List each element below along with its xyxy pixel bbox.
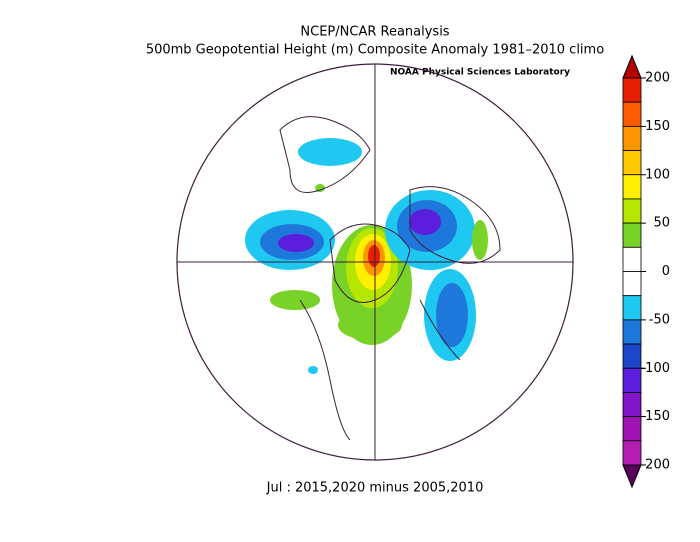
colorbar-box: [622, 125, 642, 151]
colorbar-box: [622, 198, 642, 224]
colorbar-box: [622, 174, 642, 200]
colorbar-box: [622, 101, 642, 127]
subtitle: 500mb Geopotential Height (m) Composite …: [146, 43, 604, 58]
colorbar-box: [622, 440, 642, 466]
coastlines: [279, 116, 501, 441]
title: NCEP/NCAR Reanalysis: [300, 25, 449, 40]
colorbar-box: [622, 271, 642, 297]
colorbar-tick-label: 100: [645, 167, 670, 182]
anomaly-field: [245, 138, 488, 374]
footer: Jul : 2015,2020 minus 2005,2010: [266, 481, 484, 496]
colorbar-box: [622, 222, 642, 248]
colorbar-box: [622, 295, 642, 321]
colorbar-arrow: [622, 54, 642, 79]
colorbar-tick-label: -50: [649, 312, 670, 327]
colorbar-box: [622, 150, 642, 176]
colorbar-box: [622, 367, 642, 393]
colorbar-tick-label: 0: [662, 264, 670, 279]
colorbar-tick-label: -150: [640, 409, 670, 424]
colorbar: 200 150 100 50 0 -50 -100 -150 -200: [622, 54, 670, 489]
colorbar-tick-label: 150: [645, 119, 670, 134]
colorbar-tick-label: 200: [645, 71, 670, 86]
colorbar-box: [622, 77, 642, 103]
colorbar-tick-label: -100: [640, 361, 670, 376]
colorbar-box: [622, 392, 642, 418]
credit: NOAA Physical Sciences Laboratory: [390, 68, 570, 78]
colorbar-box: [622, 343, 642, 369]
colorbar-box: [622, 319, 642, 345]
colorbar-arrow: [622, 464, 642, 489]
colorbar-box: [622, 246, 642, 272]
colorbar-tick-label: -200: [640, 458, 670, 473]
colorbar-tick-label: 50: [653, 216, 670, 231]
colorbar-box: [622, 416, 642, 442]
